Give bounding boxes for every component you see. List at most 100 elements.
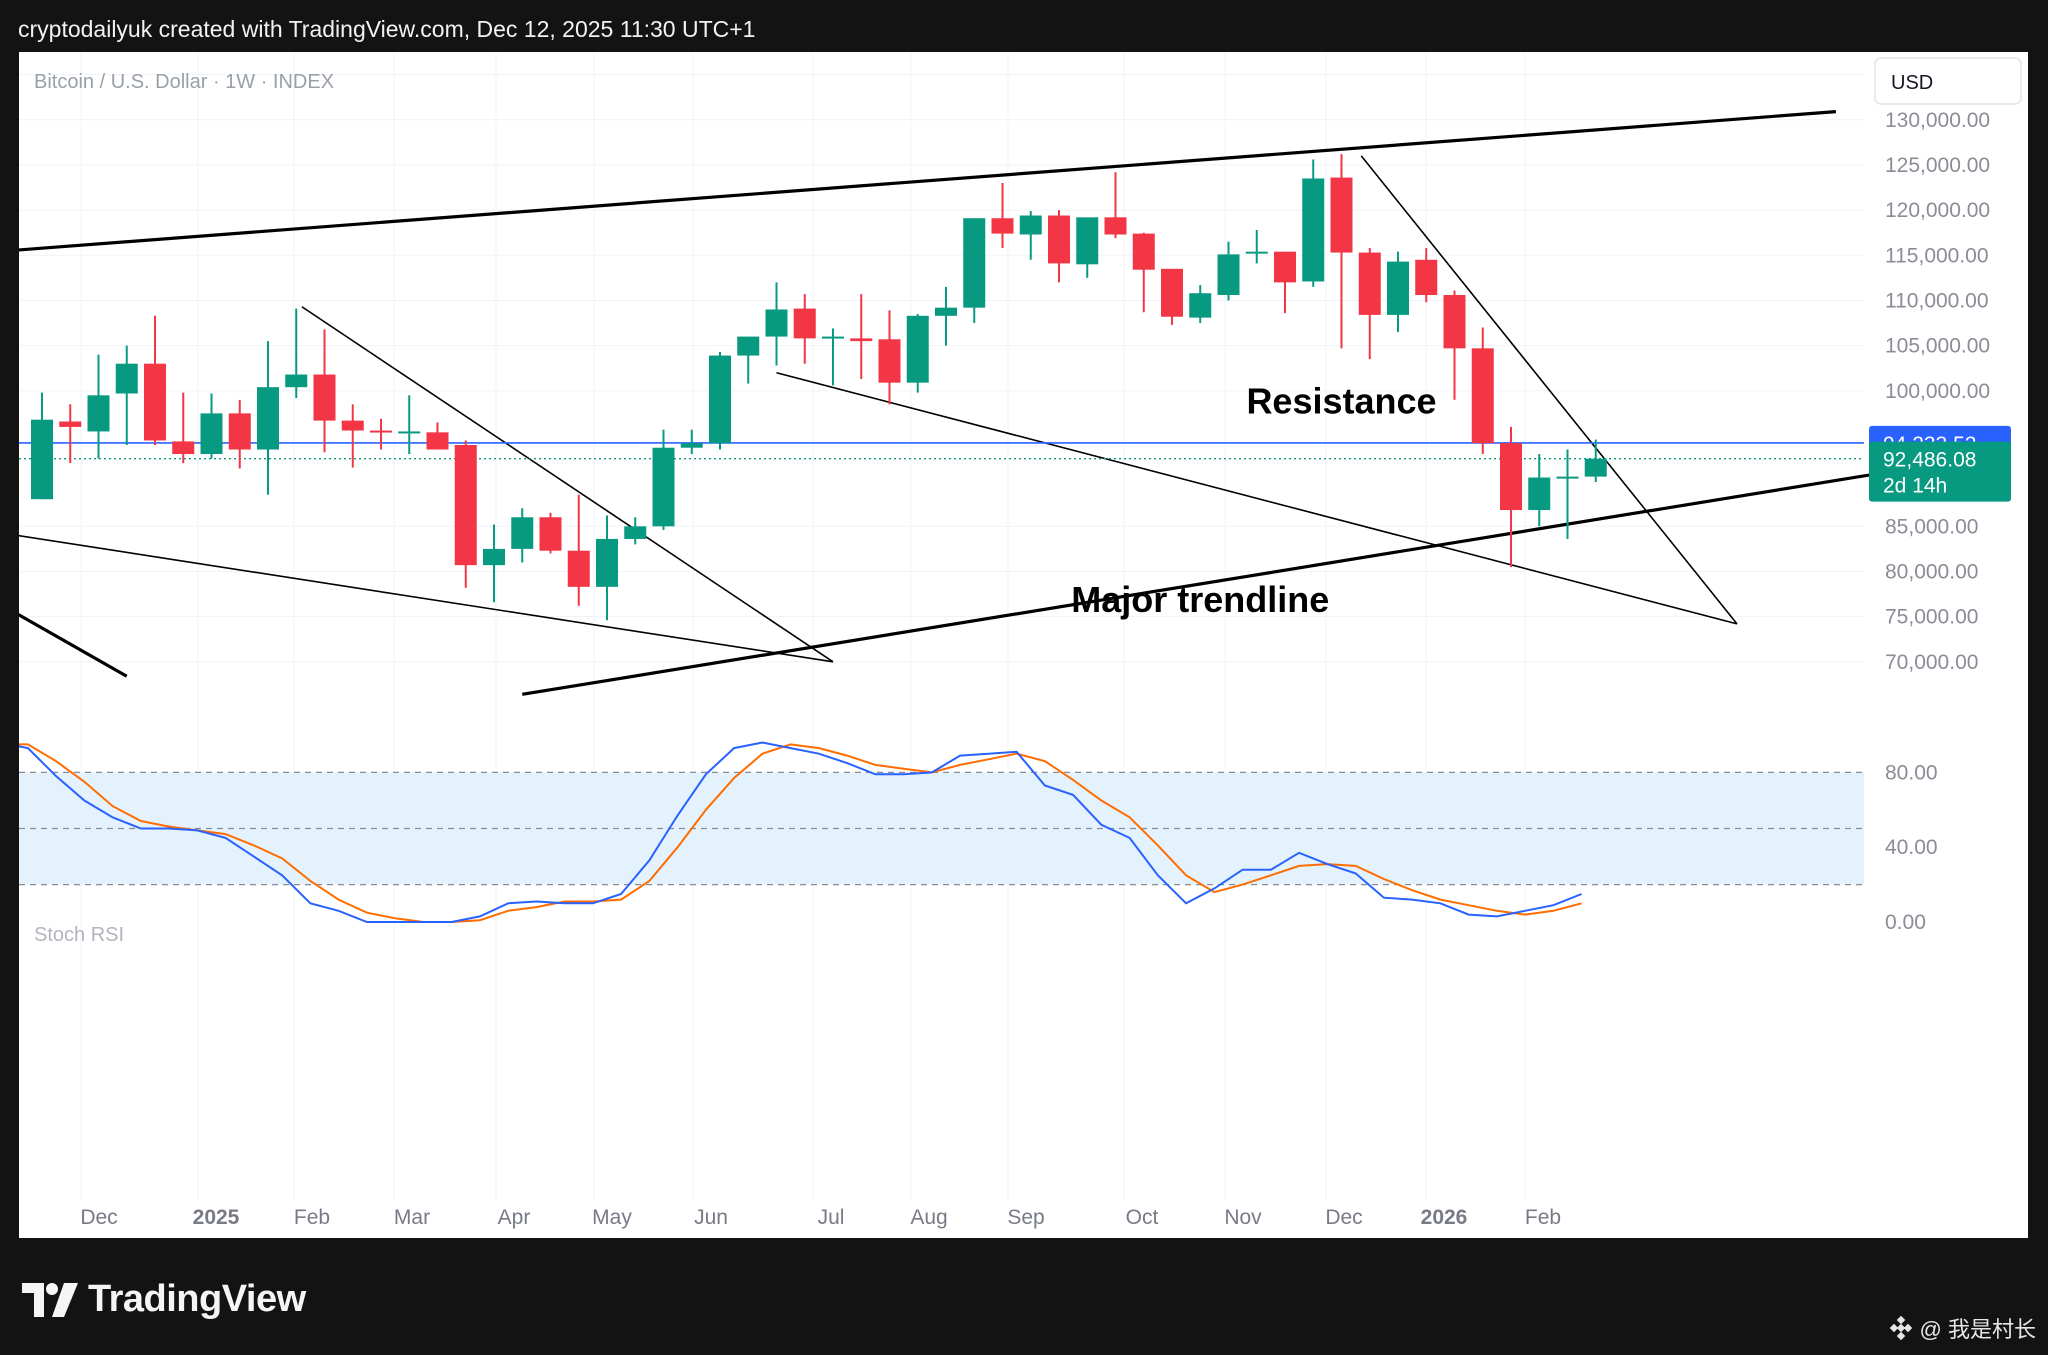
last-price-badge bbox=[1869, 441, 2011, 502]
candle-body bbox=[1443, 295, 1466, 349]
candle-body bbox=[285, 374, 308, 388]
x-tick-label: Aug bbox=[910, 1206, 947, 1229]
x-tick-label: 2026 bbox=[1421, 1206, 1468, 1229]
x-tick-label: Sep bbox=[1007, 1206, 1044, 1229]
candle-body bbox=[370, 430, 392, 433]
candle-body bbox=[1104, 217, 1127, 235]
candle-body bbox=[1019, 215, 1042, 235]
candle-body bbox=[1471, 348, 1494, 444]
candle-body bbox=[172, 441, 195, 455]
candle-body bbox=[1584, 458, 1607, 477]
x-tick-label: Jun bbox=[694, 1206, 728, 1229]
candle-body bbox=[567, 550, 590, 587]
candle-body bbox=[115, 363, 138, 394]
x-tick-label: Feb bbox=[294, 1206, 330, 1229]
trendline-wedge-top-right bbox=[1360, 155, 1738, 625]
candle-body bbox=[1132, 233, 1155, 270]
candle-body bbox=[200, 413, 223, 455]
candle-body bbox=[257, 387, 279, 450]
candle-body bbox=[313, 374, 336, 421]
stoch-rsi-d-line bbox=[19, 743, 1582, 923]
candle-body bbox=[228, 413, 251, 450]
watermark-text: @ 我是村长 bbox=[1919, 1317, 2036, 1342]
x-tick-label: Oct bbox=[1126, 1206, 1159, 1229]
y-tick-label: 70,000.00 bbox=[1885, 651, 1978, 674]
candle-body bbox=[878, 339, 901, 383]
candle-body bbox=[1274, 251, 1296, 283]
trendline-wedge-top-left bbox=[301, 306, 834, 663]
candle-body bbox=[1048, 215, 1070, 264]
candle-body bbox=[793, 308, 816, 339]
candle-body bbox=[511, 517, 534, 549]
candle-body bbox=[765, 309, 788, 337]
chart-title: Bitcoin / U.S. Dollar · 1W · INDEX bbox=[34, 71, 334, 93]
stoch-rsi-k-line bbox=[19, 741, 1582, 923]
stoch-y-tick-label: 40.00 bbox=[1885, 836, 1938, 859]
candle-body bbox=[596, 538, 618, 587]
candle-body bbox=[341, 420, 364, 431]
chart-attribution: cryptodailyuk created with TradingView.c… bbox=[18, 16, 756, 42]
y-tick-label: 125,000.00 bbox=[1885, 154, 1990, 177]
candle-body bbox=[737, 336, 760, 356]
y-tick-label: 105,000.00 bbox=[1885, 335, 1990, 358]
candle-body bbox=[1500, 443, 1522, 511]
x-tick-label: Feb bbox=[1525, 1206, 1561, 1229]
indicator-title: Stoch RSI bbox=[34, 924, 124, 946]
candle-body bbox=[398, 431, 421, 434]
candle-body bbox=[1302, 178, 1325, 282]
candle-body bbox=[652, 447, 675, 527]
candle-body bbox=[1245, 251, 1268, 254]
candle-body bbox=[87, 395, 110, 432]
currency-label[interactable]: USD bbox=[1891, 72, 1933, 94]
currency-button[interactable]: USD bbox=[1874, 57, 2022, 105]
candle-body bbox=[624, 526, 647, 539]
x-tick-label: Jul bbox=[818, 1206, 845, 1229]
footer: TradingView @ 我是村长 bbox=[0, 1238, 2048, 1355]
x-tick-label: 2025 bbox=[193, 1206, 240, 1229]
candle-body bbox=[1358, 252, 1381, 315]
trendlines bbox=[19, 110, 1921, 696]
candle-body bbox=[1189, 293, 1212, 318]
candle-body bbox=[144, 363, 166, 441]
chart-area[interactable]: Resistance Major trendline Dec 2025 Feb Mar A… bbox=[19, 52, 2028, 1238]
annotation-label: Resistance bbox=[1246, 380, 1436, 421]
trendline-descending-support bbox=[19, 534, 834, 663]
candle-body bbox=[1076, 217, 1099, 265]
y-tick-label: 120,000.00 bbox=[1885, 199, 1990, 222]
candle-body bbox=[822, 336, 844, 339]
x-tick-label: Mar bbox=[394, 1206, 430, 1229]
candle-body bbox=[709, 355, 731, 444]
candle-body bbox=[850, 338, 873, 342]
candles bbox=[31, 154, 1607, 621]
x-tick-label: Dec bbox=[1325, 1206, 1362, 1229]
candle-body bbox=[991, 218, 1014, 234]
candle-body bbox=[680, 443, 703, 448]
stoch-rsi-band bbox=[19, 771, 1864, 886]
candle-body bbox=[1217, 254, 1240, 296]
source-watermark: @ 我是村长 bbox=[1888, 1312, 2036, 1344]
trendline-descending-support-2 bbox=[776, 371, 1738, 625]
candle-body bbox=[935, 307, 957, 316]
candle-body bbox=[963, 218, 986, 308]
candle-body bbox=[31, 419, 53, 500]
candle-body bbox=[59, 421, 82, 427]
tradingview-logo-icon bbox=[22, 1282, 78, 1317]
binance-diamond-icon bbox=[1889, 1315, 1912, 1341]
stoch-rsi-lines bbox=[19, 741, 1582, 923]
candle-body bbox=[539, 517, 562, 551]
countdown-label: 2d 14h bbox=[1883, 475, 1947, 498]
x-tick-label: Dec bbox=[80, 1206, 117, 1229]
grid bbox=[19, 52, 1864, 1200]
tradingview-logo[interactable]: TradingView bbox=[22, 1278, 306, 1321]
price-chart[interactable]: Resistance Major trendline Dec 2025 Feb Mar A… bbox=[19, 52, 2028, 1238]
y-tick-label: 130,000.00 bbox=[1885, 109, 1990, 132]
tradingview-wordmark: TradingView bbox=[88, 1278, 306, 1320]
last-price-label: 92,486.08 bbox=[1883, 449, 1976, 472]
trendline-upper-channel bbox=[19, 110, 1836, 252]
candle-body bbox=[1161, 268, 1183, 317]
stoch-y-tick-label: 80.00 bbox=[1885, 761, 1938, 784]
x-tick-label: Nov bbox=[1224, 1206, 1262, 1229]
y-tick-label: 85,000.00 bbox=[1885, 515, 1978, 538]
stoch-y-tick-label: 0.00 bbox=[1885, 911, 1926, 934]
annotations: Resistance Major trendline bbox=[1071, 380, 1436, 620]
